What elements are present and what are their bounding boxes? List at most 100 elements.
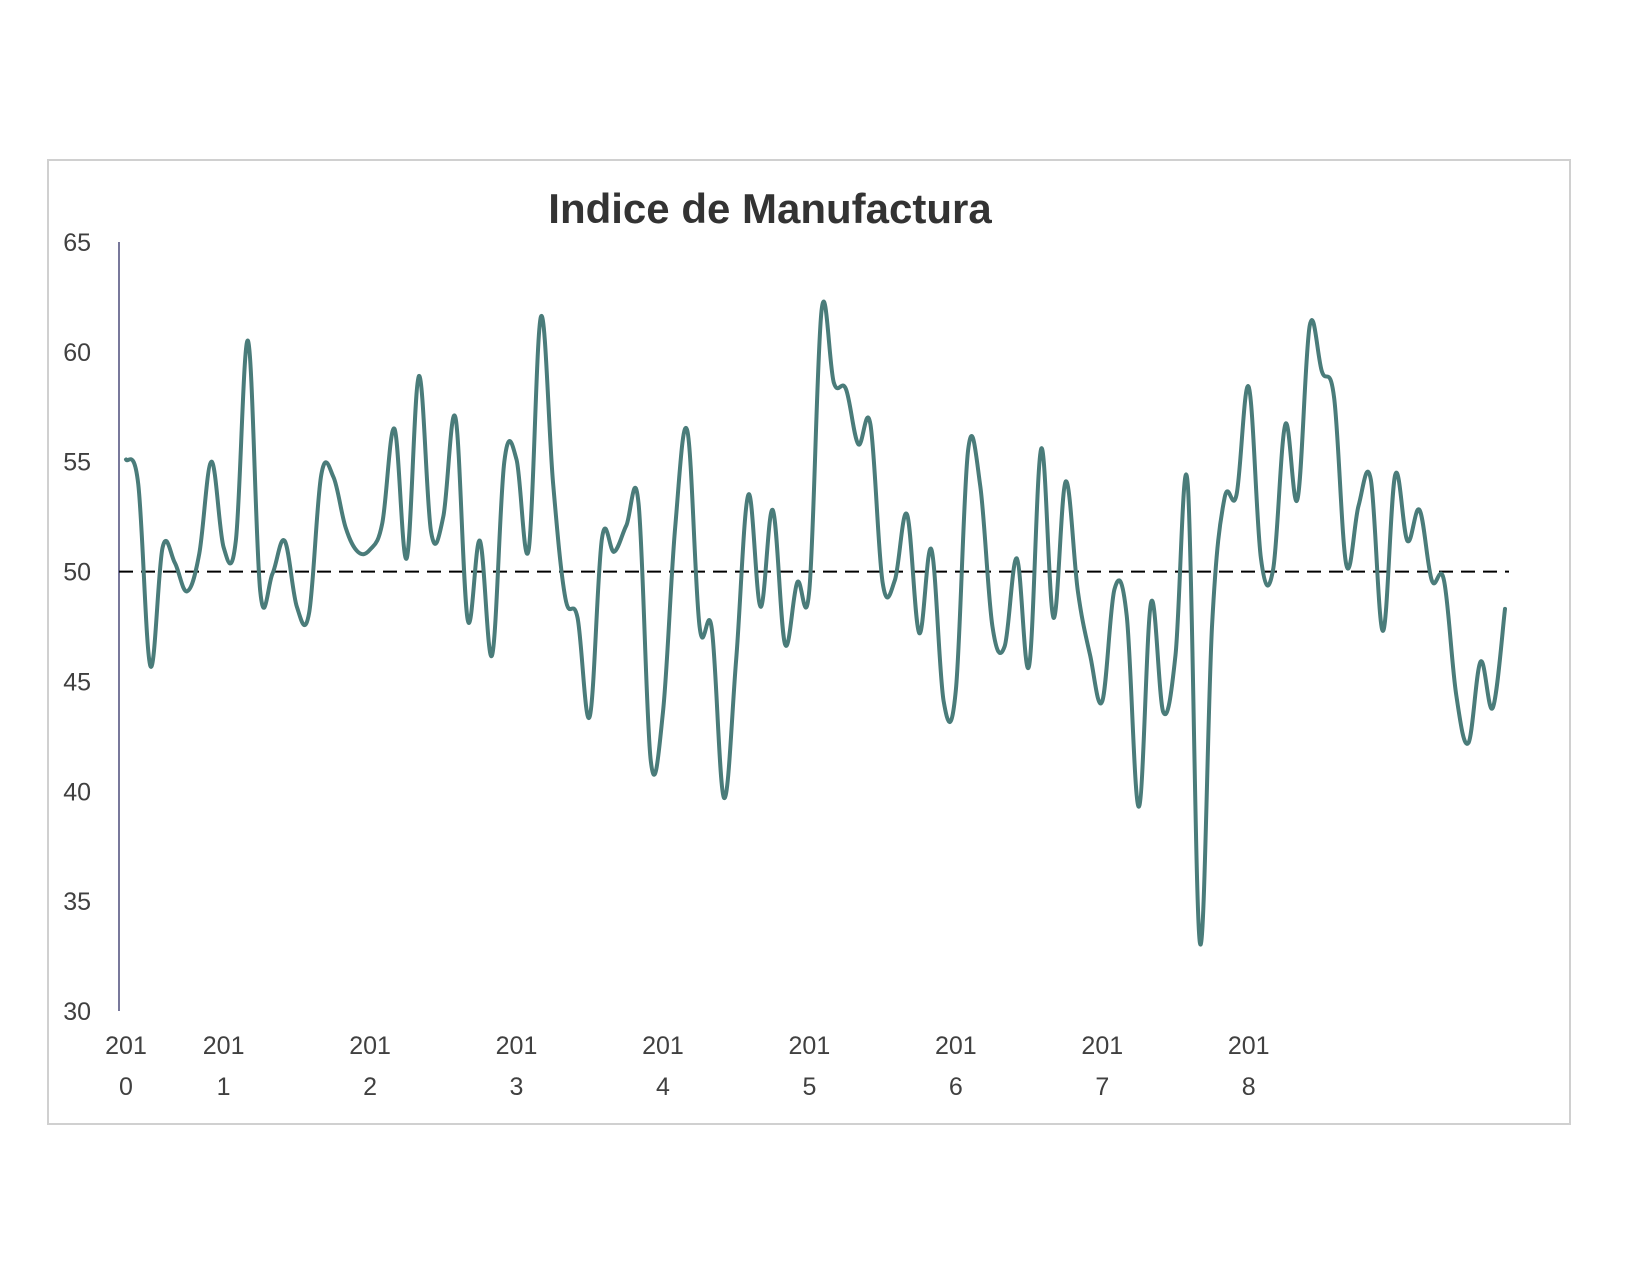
- data-point: [344, 526, 348, 530]
- data-point: [771, 508, 775, 512]
- x-tick-label: 201: [496, 1032, 538, 1060]
- x-tick-label: 201: [789, 1032, 831, 1060]
- x-tick-label: 7: [1095, 1073, 1109, 1101]
- data-point: [868, 422, 872, 426]
- x-tick-label: 201: [935, 1032, 977, 1060]
- data-point: [539, 315, 543, 319]
- data-point: [1308, 323, 1312, 327]
- data-point: [1332, 396, 1336, 400]
- y-tick-label: 45: [63, 668, 91, 696]
- data-point: [1112, 587, 1116, 591]
- y-tick-label: 50: [63, 559, 91, 587]
- data-point: [1296, 497, 1300, 501]
- data-point: [722, 796, 726, 800]
- data-point: [1051, 616, 1055, 620]
- data-point: [124, 458, 128, 462]
- data-point: [1039, 447, 1043, 451]
- data-point: [1503, 607, 1507, 611]
- data-point: [893, 578, 897, 582]
- data-point: [966, 449, 970, 453]
- data-point: [1186, 482, 1190, 486]
- data-point: [429, 530, 433, 534]
- data-point: [490, 653, 494, 657]
- data-point: [1283, 422, 1287, 426]
- data-point: [1222, 497, 1226, 501]
- data-point: [649, 759, 653, 763]
- data-point: [1369, 477, 1373, 481]
- x-tick-label: 201: [642, 1032, 684, 1060]
- data-point: [1149, 600, 1153, 604]
- data-point: [209, 460, 213, 464]
- y-tick-label: 60: [63, 339, 91, 367]
- data-point: [258, 589, 262, 593]
- data-point: [441, 515, 445, 519]
- data-point: [1088, 653, 1092, 657]
- y-tick-label: 35: [63, 888, 91, 916]
- data-point: [1393, 473, 1397, 477]
- data-point: [1454, 693, 1458, 697]
- data-point: [197, 552, 201, 556]
- data-point: [698, 625, 702, 629]
- data-point: [978, 484, 982, 488]
- data-point: [820, 308, 824, 312]
- data-point: [527, 548, 531, 552]
- data-point: [222, 545, 226, 549]
- y-tick-label: 65: [63, 229, 91, 257]
- chart-title: Indice de Manufactura: [548, 185, 992, 232]
- data-point: [1161, 710, 1165, 714]
- data-point: [356, 550, 360, 554]
- data-point: [1100, 699, 1104, 703]
- x-tick-label: 6: [949, 1073, 963, 1101]
- data-point: [1235, 493, 1239, 497]
- x-tick-label: 201: [105, 1032, 147, 1060]
- data-point: [612, 550, 616, 554]
- data-point: [990, 625, 994, 629]
- data-point: [173, 561, 177, 565]
- data-point: [844, 387, 848, 391]
- data-point: [1137, 805, 1141, 809]
- y-tick-labels: 30 35 40 45 50 55 60 65: [63, 229, 91, 1026]
- y-tick-label: 30: [63, 998, 91, 1026]
- data-point: [917, 631, 921, 635]
- data-point: [856, 442, 860, 446]
- data-point: [1491, 706, 1495, 710]
- data-point: [1003, 644, 1007, 648]
- data-point: [1442, 578, 1446, 582]
- data-point: [283, 539, 287, 543]
- data-point: [1430, 578, 1434, 582]
- data-point: [270, 572, 274, 576]
- data-point: [1125, 614, 1129, 618]
- data-point: [1466, 741, 1470, 745]
- data-point: [136, 482, 140, 486]
- data-point: [746, 493, 750, 497]
- x-tick-label: 4: [656, 1073, 670, 1101]
- data-point: [734, 657, 738, 661]
- x-tick-labels: 201 0 201 1 201 2 201 3 201 4 201 5 201 6 201 7 201 8: [105, 1032, 1269, 1101]
- data-point: [600, 537, 604, 541]
- data-point: [1027, 664, 1031, 668]
- chart-frame: Indice de Manufactura 30 35 40 45 50 55 60 65 2…: [47, 159, 1571, 1125]
- data-point: [807, 587, 811, 591]
- data-point: [905, 512, 909, 516]
- data-point: [478, 539, 482, 543]
- y-tick-label: 40: [63, 778, 91, 806]
- data-point: [1247, 385, 1251, 389]
- data-point: [515, 458, 519, 462]
- data-point: [368, 548, 372, 552]
- data-point: [1357, 504, 1361, 508]
- data-point: [1344, 563, 1348, 567]
- data-point: [502, 460, 506, 464]
- data-point: [1064, 479, 1068, 483]
- data-point: [1198, 941, 1202, 945]
- data-point: [954, 688, 958, 692]
- x-tick-label: 201: [349, 1032, 391, 1060]
- x-tick-label: 5: [802, 1073, 816, 1101]
- x-tick-label: 0: [119, 1073, 133, 1101]
- x-tick-label: 201: [203, 1032, 245, 1060]
- data-point: [380, 521, 384, 525]
- data-point: [673, 526, 677, 530]
- data-point: [307, 611, 311, 615]
- data-point: [392, 427, 396, 431]
- data-point: [942, 699, 946, 703]
- data-point: [1174, 653, 1178, 657]
